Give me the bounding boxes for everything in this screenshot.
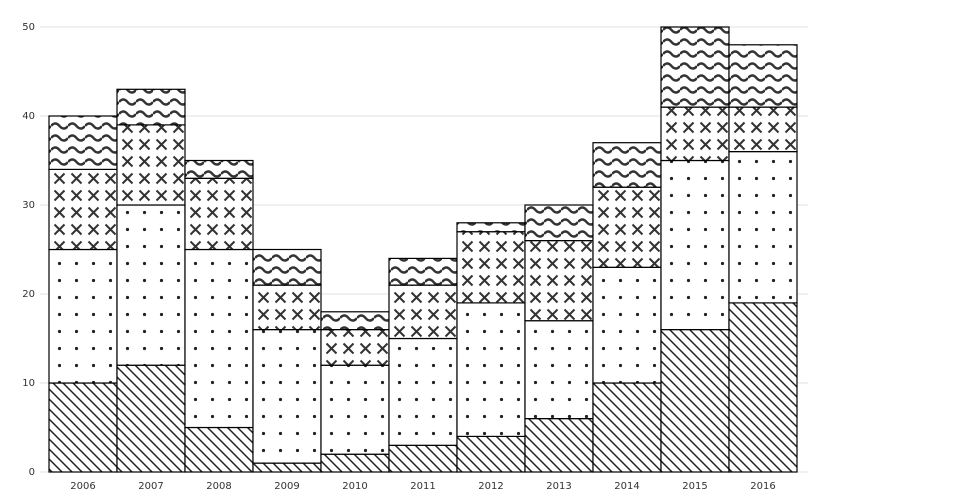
bar-segment (728, 151, 798, 304)
bar-segment (48, 168, 118, 251)
bar-segment (184, 426, 254, 473)
bar-segment (184, 248, 254, 429)
x-tick-label: 2014 (614, 481, 639, 492)
bar-segment (320, 311, 390, 331)
bar-segment (592, 266, 662, 384)
x-tick-label: 2008 (206, 481, 231, 492)
bar-segment (320, 364, 390, 455)
bar-segment (252, 248, 322, 286)
bar-segment (456, 302, 526, 437)
bar-segment (252, 462, 322, 473)
bar-segment (320, 329, 390, 366)
bar-segment (728, 302, 798, 473)
bar-segment (48, 248, 118, 384)
bar-segment (388, 257, 458, 286)
bar-segment (728, 106, 798, 153)
bar-segment (116, 88, 186, 126)
bar-segment (524, 320, 594, 420)
bar-segment (48, 115, 118, 171)
x-tick-label: 2010 (342, 481, 367, 492)
bar-segment (456, 231, 526, 304)
bar-segment (320, 453, 390, 473)
bar-segment (524, 240, 594, 322)
bar-segment (388, 337, 458, 446)
x-tick-label: 2011 (410, 481, 435, 492)
bar-segment (116, 204, 186, 366)
bar-segment (48, 382, 118, 473)
x-tick-label: 2016 (750, 481, 775, 492)
y-tick-label: 20 (22, 289, 35, 300)
bar-segment (184, 159, 254, 179)
y-tick-label: 50 (22, 22, 35, 33)
bar-segment (660, 26, 730, 108)
bar-segment (660, 329, 730, 473)
x-tick-label: 2012 (478, 481, 503, 492)
x-tick-label: 2007 (138, 481, 163, 492)
bar-segment (184, 177, 254, 251)
bar-segment (592, 142, 662, 188)
y-tick-label: 10 (22, 378, 35, 389)
y-tick-label: 30 (22, 200, 35, 211)
bar-segment (660, 159, 730, 331)
bar-segment (116, 124, 186, 206)
bar-segment (388, 444, 458, 473)
bar-segment (592, 382, 662, 473)
bar-segment (252, 329, 322, 464)
bar-segment (456, 435, 526, 473)
x-tick-label: 2006 (70, 481, 95, 492)
bar-segment (524, 418, 594, 473)
bar-segment (728, 44, 798, 108)
bar-segment (116, 364, 186, 473)
x-tick-label: 2015 (682, 481, 707, 492)
bar-segment (660, 106, 730, 162)
y-tick-label: 40 (22, 111, 35, 122)
y-tick-label: 0 (29, 467, 35, 478)
bar-segment (592, 186, 662, 268)
bar-segment (388, 284, 458, 340)
bar-segment (252, 284, 322, 331)
x-tick-label: 2013 (546, 481, 571, 492)
bar-segment (456, 222, 526, 233)
bar-segment (524, 204, 594, 242)
x-tick-label: 2009 (274, 481, 299, 492)
